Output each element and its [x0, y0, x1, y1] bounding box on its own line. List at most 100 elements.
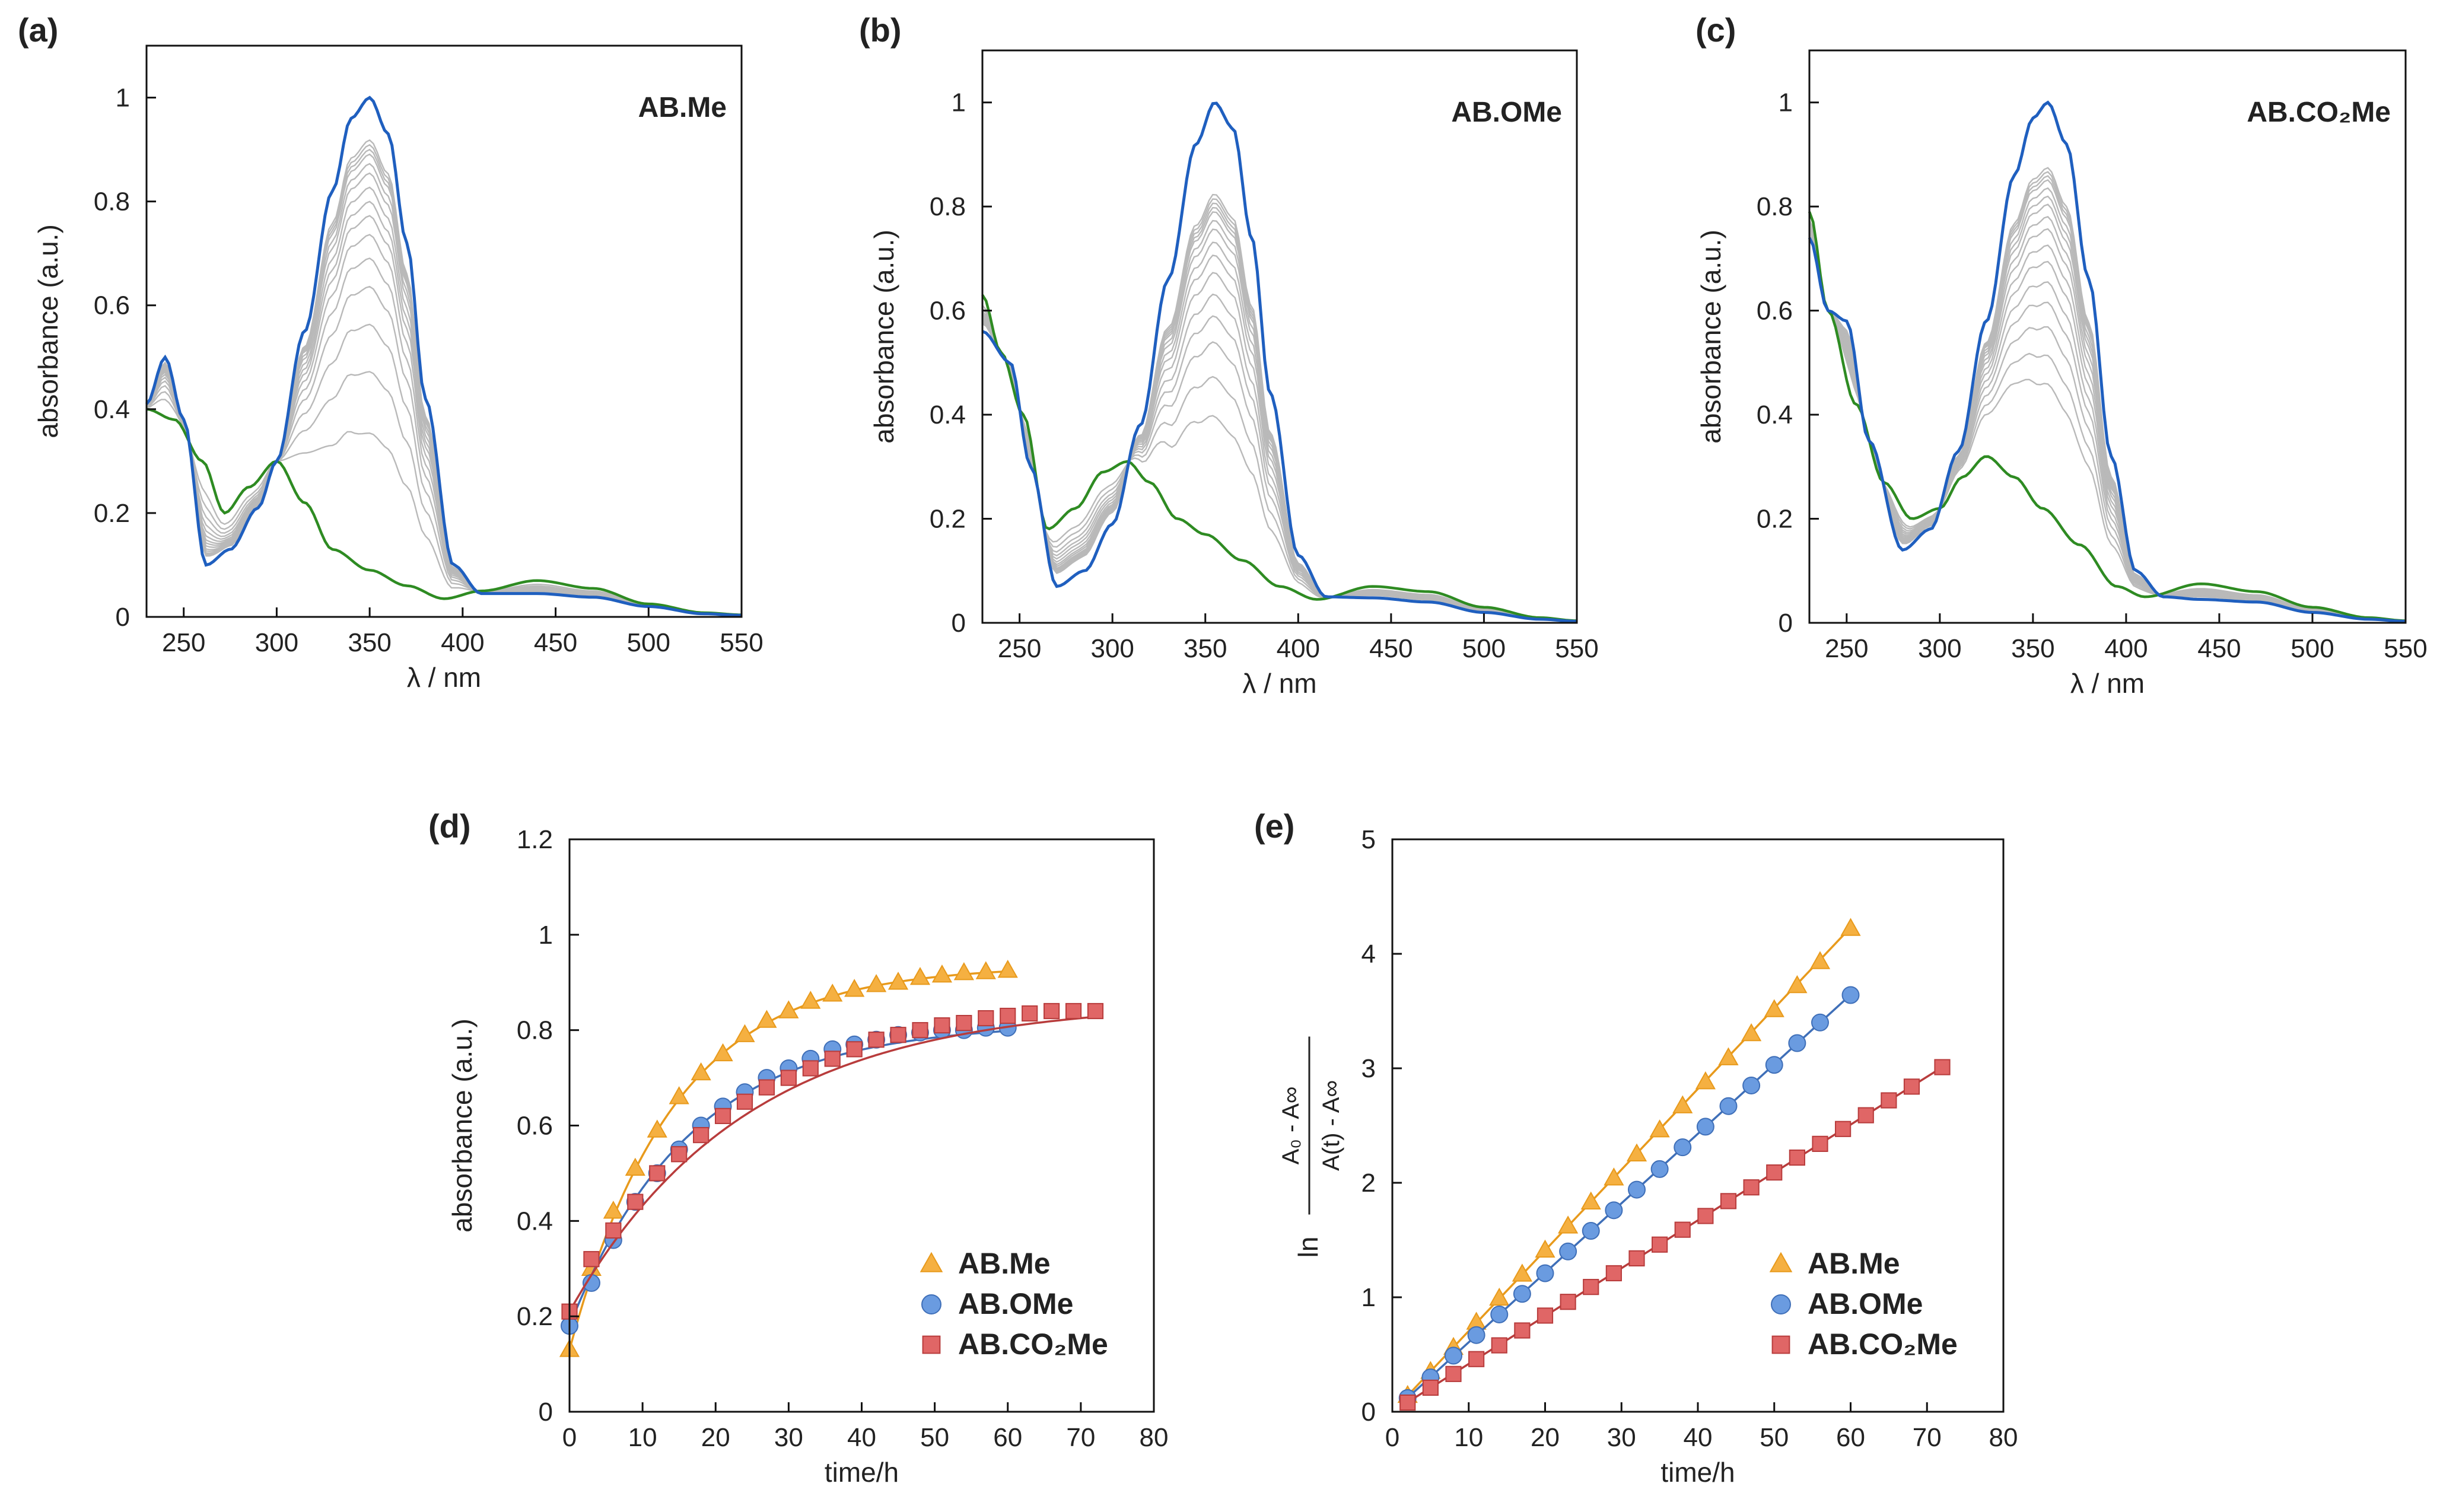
y-tick-label: 1: [952, 88, 966, 117]
data-point-square: [802, 1060, 819, 1077]
data-point-square: [649, 1165, 666, 1182]
y-axis-label-fraction: ln A₀ - A∞ A(t) - A∞: [1278, 1036, 1344, 1258]
data-point-square: [1422, 1379, 1439, 1396]
data-point-triangle: [691, 1062, 711, 1081]
intermediate-spectrum: [1808, 187, 2406, 622]
data-point-square: [912, 1022, 928, 1039]
initial-spectrum-green: [981, 294, 1577, 622]
data-point-triangle: [1604, 1167, 1624, 1186]
data-point-triangle: [1764, 999, 1784, 1017]
intermediate-spectrum: [1808, 226, 2406, 622]
legend-label: AB.OMe: [958, 1287, 1073, 1320]
data-point-square: [1652, 1236, 1668, 1253]
intermediate-spectrum: [1808, 179, 2406, 622]
data-point-circle: [1719, 1097, 1738, 1115]
data-point-square: [1022, 1005, 1038, 1022]
data-point-circle: [921, 1294, 941, 1314]
x-tick-label: 350: [1184, 634, 1227, 663]
intermediate-spectrum: [1808, 167, 2406, 622]
panel-label: (a): [18, 11, 58, 49]
intermediate-spectrum: [1808, 221, 2406, 622]
legend-label: AB.Me: [958, 1247, 1051, 1280]
data-point-circle: [1841, 986, 1860, 1004]
data-point-circle: [1559, 1242, 1577, 1260]
x-tick-label: 400: [2104, 634, 2148, 663]
data-point-square: [1605, 1265, 1622, 1282]
x-axis-label: λ / nm: [2070, 668, 2145, 699]
x-axis-label: time/h: [825, 1457, 899, 1488]
data-point-triangle: [887, 972, 909, 990]
x-tick-label: 500: [2291, 634, 2334, 663]
data-point-triangle: [909, 967, 931, 985]
x-tick-label: 0: [1385, 1423, 1399, 1452]
intermediate-spectrum: [146, 399, 742, 616]
x-tick-label: 550: [1555, 634, 1598, 663]
compound-label: AB.OMe: [1451, 97, 1562, 128]
data-point-square: [868, 1032, 885, 1048]
y-tick-label: 1: [1361, 1283, 1376, 1312]
x-tick-label: 20: [1531, 1423, 1560, 1452]
y-tick-label: 0.8: [930, 192, 966, 221]
data-point-circle: [1696, 1118, 1714, 1136]
legend-label: AB.CO₂Me: [1808, 1328, 1958, 1361]
intermediate-spectrum: [1808, 175, 2406, 622]
data-point-triangle: [800, 991, 821, 1009]
x-tick-label: 250: [998, 634, 1041, 663]
y-tick-label: 0: [1361, 1398, 1376, 1427]
y-tick-label: 0: [952, 609, 966, 638]
y-axis-denominator: A(t) - A∞: [1318, 1080, 1344, 1171]
legend-label: AB.CO₂Me: [958, 1328, 1108, 1361]
intermediate-spectrum: [146, 371, 742, 616]
x-tick-label: 450: [2197, 634, 2241, 663]
x-tick-label: 450: [1369, 634, 1413, 663]
panel-label: (c): [1695, 11, 1736, 49]
x-tick-label: 70: [1913, 1423, 1942, 1452]
data-point-square: [693, 1126, 710, 1144]
data-point-square: [1766, 1164, 1783, 1181]
x-tick-label: 50: [1760, 1423, 1789, 1452]
data-point-square: [1789, 1149, 1805, 1166]
plot-frame: [981, 49, 1578, 624]
y-tick-label: 0.2: [517, 1302, 553, 1331]
y-axis-ln: ln: [1293, 1237, 1324, 1258]
x-axis-label: time/h: [1660, 1457, 1735, 1488]
x-tick-label: 300: [1090, 634, 1134, 663]
data-point-square: [1628, 1250, 1645, 1266]
x-tick-label: 500: [627, 628, 670, 657]
final-spectrum-blue: [982, 101, 1577, 623]
intermediate-spectrum: [982, 304, 1577, 622]
x-tick-label: 350: [2011, 634, 2054, 663]
y-tick-label: 0.4: [517, 1207, 553, 1236]
data-point-circle: [1490, 1305, 1509, 1323]
panel-a-spectra-ab-me: (a) AB.Me 250 300 350 400 450 500 550 0 0.2 0.4 0.6 0…: [18, 11, 764, 693]
data-point-square: [1835, 1121, 1852, 1137]
data-point-square: [1903, 1078, 1920, 1095]
y-tick-label: 0.6: [94, 291, 130, 320]
plot-frame: [1808, 49, 2407, 624]
data-point-square: [1491, 1337, 1507, 1354]
y-axis-label: absorbance (a.u.): [1695, 230, 1726, 444]
intermediate-spectrum: [1808, 224, 2406, 622]
x-tick-label: 550: [2384, 634, 2427, 663]
data-point-circle: [1742, 1076, 1761, 1094]
fit-line-square: [568, 1016, 1096, 1312]
data-point-circle: [1628, 1180, 1646, 1199]
data-point-triangle: [1741, 1023, 1762, 1042]
legend-label: AB.Me: [1808, 1247, 1900, 1280]
data-point-circle: [1605, 1201, 1623, 1220]
data-point-triangle: [734, 1024, 755, 1042]
y-tick-label: 2: [1361, 1169, 1376, 1198]
data-point-triangle: [669, 1086, 689, 1104]
data-point-square: [671, 1146, 688, 1163]
x-tick-label: 60: [1836, 1423, 1865, 1452]
data-point-square: [1087, 1002, 1104, 1020]
data-point-triangle: [997, 960, 1018, 978]
data-point-square: [934, 1017, 950, 1034]
x-tick-label: 30: [774, 1423, 803, 1452]
x-tick-label: 40: [1684, 1423, 1713, 1452]
x-tick-label: 400: [441, 628, 484, 657]
data-point-square: [1720, 1193, 1737, 1209]
data-point-circle: [1811, 1013, 1829, 1032]
y-axis-label: absorbance (a.u.): [869, 230, 899, 444]
